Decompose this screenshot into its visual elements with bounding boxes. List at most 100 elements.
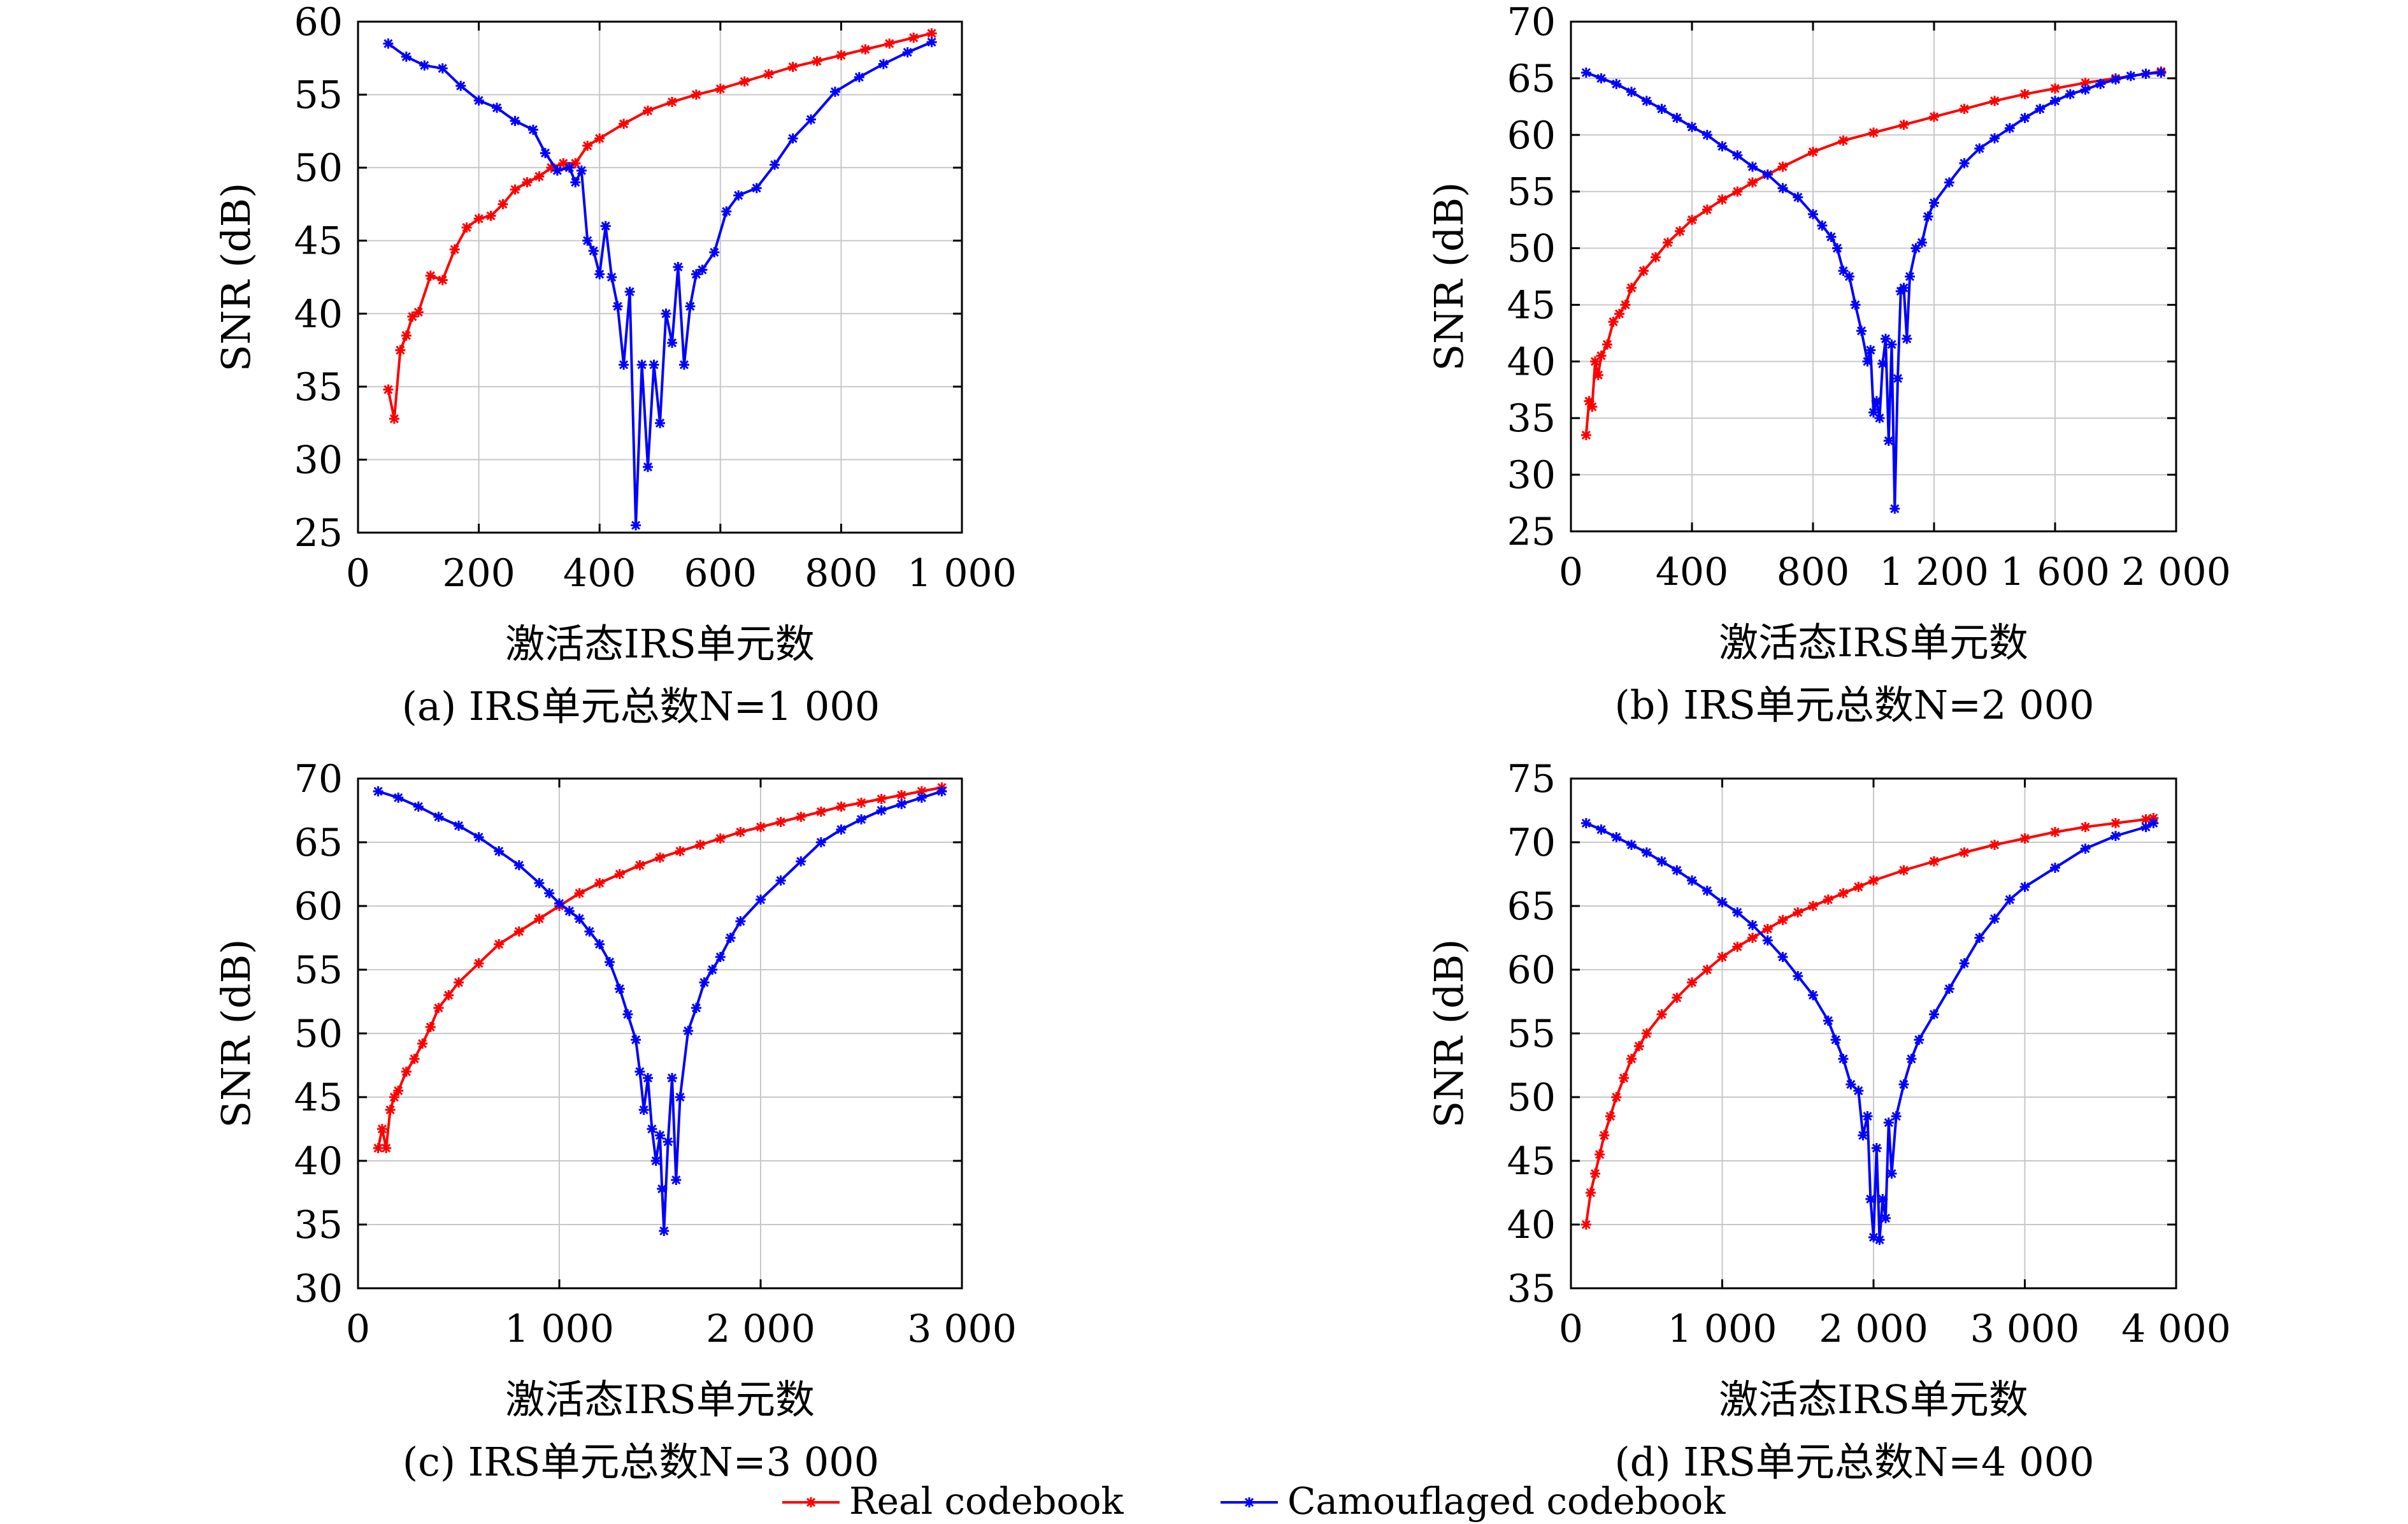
data-point [553, 897, 566, 910]
data-point [698, 976, 710, 989]
data-point [617, 359, 630, 371]
data-point [2003, 122, 2016, 134]
data-point [492, 845, 505, 858]
data-point [452, 976, 465, 989]
data-point [2094, 78, 2107, 90]
data-point [875, 804, 888, 817]
data-point [573, 887, 586, 900]
data-point [641, 1072, 654, 1084]
data-point [2049, 94, 2061, 107]
data-point [448, 243, 461, 255]
y-tick-label: 50 [1507, 1075, 1556, 1120]
data-point [612, 300, 624, 313]
data-point [1898, 119, 1910, 131]
data-point [926, 27, 938, 40]
y-tick-label: 60 [1507, 948, 1556, 993]
series-line [376, 786, 942, 1149]
data-point [581, 234, 594, 247]
data-point [432, 1002, 445, 1014]
data-point [621, 1008, 634, 1021]
data-point [1861, 355, 1874, 368]
y-tick-label: 65 [1507, 884, 1556, 929]
data-point [1876, 357, 1889, 370]
y-tick-label: 25 [294, 511, 343, 556]
data-point [1816, 219, 1828, 232]
data-point [629, 1033, 642, 1046]
data-point [1731, 940, 1744, 953]
x-tick-label: 0 [1559, 550, 1583, 594]
data-point [509, 183, 521, 196]
data-point [1604, 1110, 1617, 1123]
data-point [593, 132, 606, 145]
data-point [1661, 236, 1674, 249]
y-tick-label: 45 [1507, 283, 1556, 327]
data-point [1625, 85, 1638, 98]
data-point [2079, 821, 2091, 833]
panel-caption: (a) IRS单元总数N=1 000 [402, 683, 880, 730]
data-point [533, 170, 545, 183]
data-point [1886, 1167, 1898, 1180]
data-point [1864, 344, 1877, 357]
data-point [1670, 111, 1683, 124]
data-point [1928, 110, 1940, 123]
data-point [1870, 395, 1883, 408]
data-point [1731, 185, 1744, 198]
data-point [656, 1183, 668, 1195]
data-point [1746, 161, 1759, 173]
data-point [1891, 372, 1904, 385]
data-point [513, 859, 526, 872]
data-point [2033, 103, 2046, 115]
data-point [388, 412, 401, 425]
data-point [583, 925, 596, 938]
data-point [2064, 88, 2077, 101]
data-point [2003, 893, 2016, 906]
data-point [1903, 270, 1916, 283]
data-point [2019, 111, 2031, 124]
data-point [690, 89, 703, 101]
data-point [915, 791, 928, 804]
data-point [520, 176, 533, 189]
data-point [2125, 69, 2137, 82]
data-point [1822, 1014, 1835, 1027]
data-point [1861, 1110, 1874, 1123]
data-point [1879, 1212, 1892, 1225]
data-point [768, 159, 781, 171]
data-point [1625, 282, 1638, 294]
x-tick-label: 0 [1559, 1307, 1583, 1351]
data-point [1988, 838, 2001, 851]
data-point [1592, 369, 1605, 382]
panel-caption: (d) IRS单元总数N=4 000 [1614, 1439, 2094, 1485]
data-point [1761, 934, 1774, 947]
series-line [387, 41, 933, 527]
y-tick-label: 65 [1507, 57, 1556, 101]
data-point [1958, 157, 1970, 169]
y-tick-label: 35 [294, 1203, 343, 1247]
y-tick-label: 35 [1507, 1267, 1556, 1311]
data-point [1580, 1218, 1593, 1231]
data-point [461, 221, 473, 234]
y-tick-label: 60 [294, 0, 343, 45]
data-point [551, 164, 564, 177]
data-point [1731, 906, 1744, 919]
data-point [563, 905, 576, 917]
data-point [714, 951, 727, 963]
series-line [1586, 71, 2161, 510]
data-point [1746, 931, 1759, 944]
x-tick-label: 1 600 [2000, 550, 2110, 594]
data-point [539, 147, 552, 159]
data-point [1882, 435, 1895, 447]
y-tick-label: 50 [294, 1012, 343, 1056]
data-point [666, 96, 678, 108]
data-point [1640, 846, 1653, 859]
data-point [2079, 842, 2091, 855]
y-tick-label: 25 [1507, 510, 1556, 554]
data-point [2019, 832, 2031, 845]
y-tick-label: 40 [1507, 340, 1556, 384]
y-tick-label: 30 [1507, 453, 1556, 498]
data-point [829, 85, 842, 98]
data-point [1584, 1186, 1597, 1199]
data-point [412, 800, 425, 813]
data-point [1791, 191, 1804, 204]
y-tick-label: 50 [1507, 227, 1556, 271]
